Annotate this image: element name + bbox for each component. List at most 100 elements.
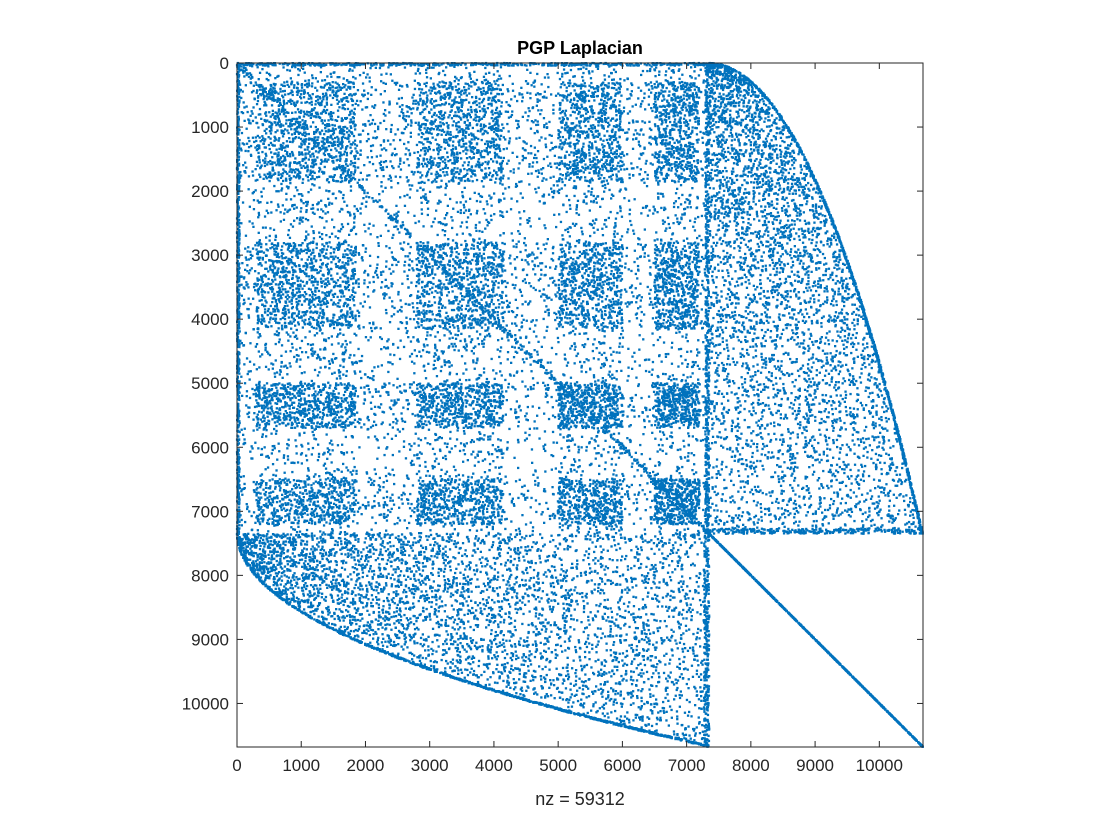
nonzero-marker: [332, 112, 334, 114]
nonzero-marker: [392, 469, 394, 471]
nonzero-marker: [624, 288, 626, 290]
nonzero-marker: [504, 528, 506, 530]
nonzero-marker: [387, 140, 389, 142]
nonzero-marker: [371, 529, 373, 531]
nonzero-marker: [337, 342, 339, 344]
nonzero-marker: [518, 347, 520, 349]
nonzero-marker: [331, 443, 333, 445]
nonzero-marker: [296, 189, 298, 191]
nonzero-marker: [257, 331, 259, 333]
nonzero-marker: [644, 171, 646, 173]
nonzero-marker: [246, 503, 248, 505]
nonzero-marker: [543, 158, 545, 160]
nonzero-marker: [367, 92, 369, 94]
nonzero-marker: [388, 382, 390, 384]
nonzero-marker: [272, 368, 274, 370]
nonzero-marker: [286, 443, 288, 445]
nonzero-marker: [520, 326, 522, 328]
nonzero-marker: [556, 167, 558, 169]
nonzero-marker: [637, 494, 639, 496]
nonzero-marker: [301, 119, 303, 121]
nonzero-marker: [257, 529, 259, 531]
nonzero-marker: [252, 120, 254, 122]
nonzero-marker: [296, 425, 298, 427]
nonzero-marker: [411, 260, 413, 262]
nonzero-marker: [328, 488, 330, 490]
nonzero-marker: [587, 120, 589, 122]
nonzero-marker: [547, 401, 549, 403]
nonzero-marker: [393, 139, 395, 141]
nonzero-marker: [517, 467, 519, 469]
nonzero-marker: [612, 239, 614, 241]
nonzero-marker: [299, 222, 301, 224]
nonzero-marker: [620, 296, 622, 298]
nonzero-marker: [422, 188, 424, 190]
nonzero-marker: [257, 293, 259, 295]
nonzero-marker: [408, 115, 410, 117]
nonzero-marker: [633, 233, 635, 235]
nonzero-marker: [270, 132, 272, 134]
nonzero-marker: [647, 215, 649, 217]
nonzero-marker: [297, 250, 299, 252]
nonzero-marker: [260, 191, 262, 193]
nonzero-marker: [559, 78, 561, 80]
nonzero-marker: [684, 456, 686, 458]
nonzero-marker: [263, 252, 265, 254]
nonzero-marker: [608, 374, 610, 376]
nonzero-marker: [631, 484, 633, 486]
nonzero-marker: [665, 353, 667, 355]
nonzero-marker: [399, 242, 401, 244]
nonzero-marker: [539, 200, 541, 202]
nonzero-marker: [333, 404, 335, 406]
nonzero-marker: [267, 416, 269, 418]
nonzero-marker: [471, 301, 473, 303]
nonzero-marker: [604, 310, 606, 312]
nonzero-marker: [570, 377, 572, 379]
nonzero-marker: [641, 296, 643, 298]
nonzero-marker: [256, 161, 258, 163]
nonzero-marker: [319, 307, 321, 309]
nonzero-marker: [566, 90, 568, 92]
nonzero-marker: [686, 99, 688, 101]
nonzero-marker: [339, 210, 341, 212]
nonzero-marker: [470, 327, 472, 329]
nonzero-marker: [247, 373, 249, 375]
nonzero-marker: [514, 258, 516, 260]
nonzero-marker: [301, 462, 303, 464]
nonzero-marker: [249, 451, 251, 453]
nonzero-marker: [596, 532, 598, 534]
nonzero-marker: [492, 369, 494, 371]
nonzero-marker: [304, 149, 306, 151]
nonzero-marker: [566, 72, 568, 74]
nonzero-marker: [672, 374, 674, 376]
nonzero-marker: [519, 251, 521, 253]
nonzero-marker: [578, 531, 580, 533]
nonzero-marker: [543, 117, 545, 119]
nonzero-marker: [334, 372, 336, 374]
nonzero-marker: [386, 166, 388, 168]
nonzero-marker: [684, 201, 686, 203]
nonzero-marker: [312, 212, 314, 214]
nonzero-marker: [247, 137, 249, 139]
nonzero-marker: [600, 367, 602, 369]
nonzero-marker: [532, 526, 534, 528]
nonzero-marker: [519, 233, 521, 235]
nonzero-marker: [289, 481, 291, 483]
nonzero-marker: [340, 451, 342, 453]
nonzero-marker: [441, 366, 443, 368]
nonzero-marker: [611, 463, 613, 465]
nonzero-marker: [488, 491, 490, 493]
nonzero-marker: [397, 517, 399, 519]
nonzero-marker: [416, 264, 418, 266]
nonzero-marker: [470, 81, 472, 83]
nonzero-marker: [532, 377, 534, 379]
nonzero-marker: [331, 343, 333, 345]
nonzero-marker: [407, 141, 409, 143]
nonzero-marker: [680, 184, 682, 186]
nonzero-marker: [678, 180, 680, 182]
nonzero-marker: [552, 196, 554, 198]
nonzero-marker: [451, 227, 453, 229]
nonzero-marker: [350, 246, 352, 248]
nonzero-marker: [572, 258, 574, 260]
nonzero-marker: [280, 156, 282, 158]
